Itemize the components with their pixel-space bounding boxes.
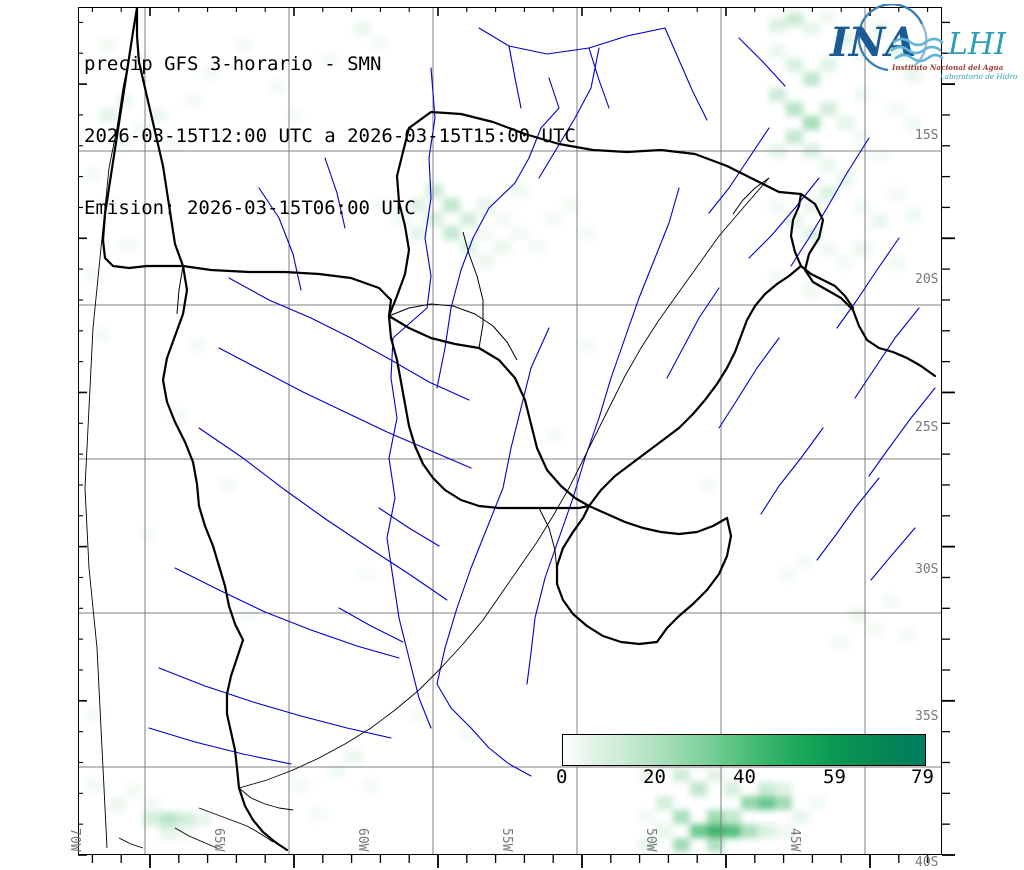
lon-label-45w: 45W	[787, 828, 802, 852]
lat-label-25s: 25S	[915, 420, 939, 435]
map-canvas	[79, 8, 941, 854]
logo-lhi-text: LHI	[947, 27, 1007, 62]
colorbar-tick-20: 20	[643, 766, 666, 788]
logo-caption-ina: Instituto Nacional del Agua	[891, 63, 1004, 72]
colorbar	[562, 734, 926, 766]
colorbar-labels: 0 20 40 59 79	[548, 766, 948, 792]
colorbar-tick-0: 0	[556, 766, 568, 788]
internal-borders-layer	[176, 177, 770, 573]
logo-ina-text: INA	[829, 19, 916, 66]
lon-label-55w: 55W	[499, 828, 514, 852]
colorbar-tick-59: 59	[823, 766, 846, 788]
lon-label-65w: 65W	[211, 828, 226, 852]
lat-label-35s: 35S	[915, 709, 939, 724]
country-borders-layer	[101, 8, 937, 852]
lon-label-50w: 50W	[643, 828, 658, 852]
logo-graphic: INA LHI Instituto Nacional del Agua Labo…	[829, 3, 1024, 81]
title-line-3: Emision: 2026-03-15T06:00 UTC	[84, 197, 416, 219]
ina-lhi-logo: INA LHI Instituto Nacional del Agua Labo…	[818, 3, 1024, 84]
map-title-block: precip GFS 3-horario - SMN 2026-03-15T12…	[84, 4, 576, 268]
precipitation-field	[86, 10, 922, 852]
lat-label-30s: 30S	[915, 562, 939, 577]
lat-label-20s: 20S	[915, 272, 939, 287]
colorbar-tick-79: 79	[911, 766, 934, 788]
lat-label-15s: 15S	[915, 128, 939, 143]
lon-label-70w: 70W	[67, 828, 82, 852]
logo-caption-lhi: Laboratorio de Hidrologia	[939, 72, 1018, 81]
lon-label-60w: 60W	[355, 828, 370, 852]
map-graphics	[79, 8, 941, 854]
title-line-2: 2026-03-15T12:00 UTC a 2026-03-15T15:00 …	[84, 125, 576, 147]
coastline-layer	[84, 8, 770, 849]
lat-label-40s: 40S	[915, 855, 939, 870]
colorbar-tick-40: 40	[733, 766, 756, 788]
map-panel[interactable]	[78, 7, 942, 855]
title-line-1: precip GFS 3-horario - SMN	[84, 53, 382, 75]
